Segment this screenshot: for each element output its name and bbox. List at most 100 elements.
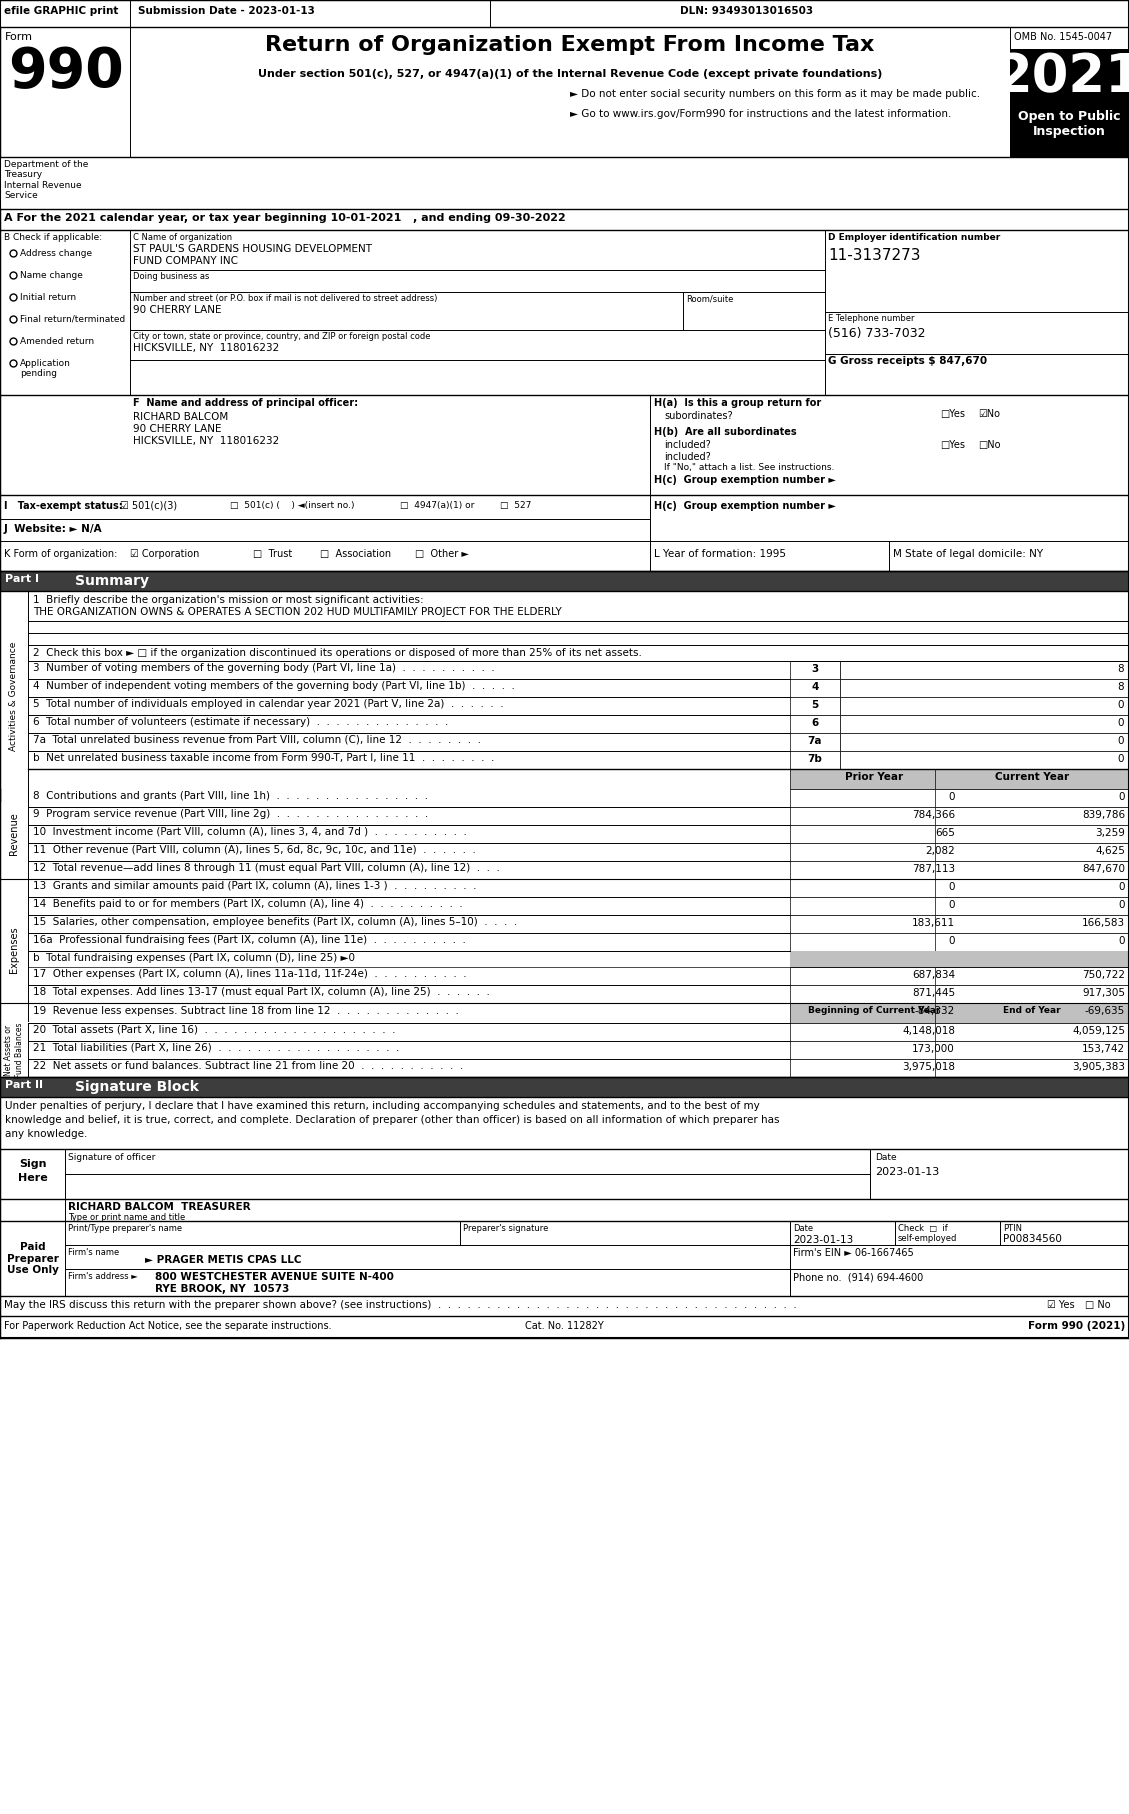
Text: ST PAUL'S GARDENS HOUSING DEVELOPMENT: ST PAUL'S GARDENS HOUSING DEVELOPMENT — [133, 245, 371, 254]
Text: ☑ Corporation: ☑ Corporation — [130, 550, 200, 559]
Text: 17  Other expenses (Part IX, column (A), lines 11a-11d, 11f-24e)  .  .  .  .  . : 17 Other expenses (Part IX, column (A), … — [33, 969, 466, 980]
Text: 7a: 7a — [807, 736, 822, 746]
Bar — [935, 880, 1129, 896]
Bar — [0, 789, 28, 880]
Text: 0: 0 — [948, 936, 955, 945]
Text: □  501(c) (    ) ◄(insert no.): □ 501(c) ( ) ◄(insert no.) — [230, 501, 355, 510]
Text: Under section 501(c), 527, or 4947(a)(1) of the Internal Revenue Code (except pr: Under section 501(c), 527, or 4947(a)(1)… — [257, 69, 882, 80]
Text: 12  Total revenue—add lines 8 through 11 (must equal Part VIII, column (A), line: 12 Total revenue—add lines 8 through 11 … — [33, 863, 500, 873]
Text: 4,148,018: 4,148,018 — [902, 1027, 955, 1036]
Text: 5  Total number of individuals employed in calendar year 2021 (Part V, line 2a) : 5 Total number of individuals employed i… — [33, 698, 504, 709]
Text: DLN: 93493013016503: DLN: 93493013016503 — [680, 5, 813, 16]
Bar — [935, 862, 1129, 880]
Bar — [0, 1221, 65, 1295]
Text: 784,366: 784,366 — [912, 811, 955, 820]
Text: 7a  Total unrelated business revenue from Part VIII, column (C), line 12  .  .  : 7a Total unrelated business revenue from… — [33, 735, 481, 746]
Bar — [790, 914, 959, 932]
Text: A For the 2021 calendar year, or tax year beginning 10-01-2021   , and ending 09: A For the 2021 calendar year, or tax yea… — [5, 212, 566, 223]
Text: 0: 0 — [1118, 718, 1124, 727]
Text: THE ORGANIZATION OWNS & OPERATES A SECTION 202 HUD MULTIFAMILY PROJECT FOR THE E: THE ORGANIZATION OWNS & OPERATES A SECTI… — [33, 608, 562, 617]
Text: P00834560: P00834560 — [1003, 1234, 1062, 1244]
Text: RICHARD BALCOM  TREASURER: RICHARD BALCOM TREASURER — [68, 1203, 251, 1212]
Text: Check  □  if: Check □ if — [898, 1224, 947, 1234]
Text: M State of legal domicile: NY: M State of legal domicile: NY — [893, 550, 1043, 559]
Bar — [935, 932, 1129, 951]
Text: Date: Date — [793, 1224, 813, 1234]
Text: Application
pending: Application pending — [20, 359, 71, 379]
Bar — [840, 697, 1129, 715]
Text: 8: 8 — [1118, 664, 1124, 675]
Text: 21  Total liabilities (Part X, line 26)  .  .  .  .  .  .  .  .  .  .  .  .  .  : 21 Total liabilities (Part X, line 26) .… — [33, 1043, 400, 1052]
Text: 0: 0 — [948, 882, 955, 892]
Text: 14  Benefits paid to or for members (Part IX, column (A), line 4)  .  .  .  .  .: 14 Benefits paid to or for members (Part… — [33, 900, 463, 909]
Text: 2021: 2021 — [996, 51, 1129, 103]
Text: 183,611: 183,611 — [912, 918, 955, 929]
Text: For Paperwork Reduction Act Notice, see the separate instructions.: For Paperwork Reduction Act Notice, see … — [5, 1321, 332, 1331]
Text: Firm's address ►: Firm's address ► — [68, 1272, 138, 1281]
Text: Paid
Preparer
Use Only: Paid Preparer Use Only — [7, 1243, 59, 1275]
Bar — [935, 1023, 1129, 1041]
Bar — [790, 985, 959, 1003]
Bar — [840, 733, 1129, 751]
Text: □No: □No — [978, 441, 1000, 450]
Text: Cat. No. 11282Y: Cat. No. 11282Y — [525, 1321, 603, 1331]
Bar — [790, 844, 959, 862]
Bar — [790, 1059, 959, 1078]
Bar — [840, 751, 1129, 769]
Text: 2,082: 2,082 — [926, 845, 955, 856]
Text: Address change: Address change — [20, 249, 93, 258]
Text: 90 CHERRY LANE: 90 CHERRY LANE — [133, 424, 221, 434]
Text: 15  Salaries, other compensation, employee benefits (Part IX, column (A), lines : 15 Salaries, other compensation, employe… — [33, 918, 517, 927]
Text: 0: 0 — [948, 793, 955, 802]
Bar — [790, 807, 959, 825]
Text: -69,635: -69,635 — [1085, 1007, 1124, 1016]
Text: 9  Program service revenue (Part VIII, line 2g)  .  .  .  .  .  .  .  .  .  .  .: 9 Program service revenue (Part VIII, li… — [33, 809, 428, 818]
Text: 0: 0 — [1118, 755, 1124, 764]
Text: 917,305: 917,305 — [1082, 989, 1124, 998]
Bar — [1010, 49, 1129, 107]
Text: □  Other ►: □ Other ► — [415, 550, 469, 559]
Bar — [935, 967, 1129, 985]
Text: 847,670: 847,670 — [1082, 863, 1124, 874]
Bar — [0, 209, 1129, 230]
Text: 0: 0 — [1119, 900, 1124, 911]
Text: 800 WESTCHESTER AVENUE SUITE N-400: 800 WESTCHESTER AVENUE SUITE N-400 — [155, 1272, 394, 1282]
Bar — [790, 932, 959, 951]
Text: Final return/terminated: Final return/terminated — [20, 316, 125, 325]
Bar — [935, 1059, 1129, 1078]
Text: 4  Number of independent voting members of the governing body (Part VI, line 1b): 4 Number of independent voting members o… — [33, 680, 515, 691]
Text: Doing business as: Doing business as — [133, 272, 209, 281]
Text: Signature Block: Signature Block — [75, 1079, 199, 1094]
Text: Net Assets or
Fund Balances: Net Assets or Fund Balances — [5, 1023, 24, 1078]
Text: K Form of organization:: K Form of organization: — [5, 550, 117, 559]
Text: 4,059,125: 4,059,125 — [1073, 1027, 1124, 1036]
Text: 3,259: 3,259 — [1095, 827, 1124, 838]
Bar — [935, 914, 1129, 932]
Text: 3: 3 — [812, 664, 819, 675]
Text: ► PRAGER METIS CPAS LLC: ► PRAGER METIS CPAS LLC — [145, 1255, 301, 1264]
Text: Form: Form — [5, 33, 33, 42]
Text: 871,445: 871,445 — [912, 989, 955, 998]
Bar — [0, 571, 1129, 591]
Text: self-employed: self-employed — [898, 1234, 957, 1243]
Bar — [935, 807, 1129, 825]
Bar — [0, 158, 130, 209]
Text: knowledge and belief, it is true, correct, and complete. Declaration of preparer: knowledge and belief, it is true, correc… — [5, 1116, 779, 1125]
Text: 4: 4 — [812, 682, 819, 691]
Bar — [1010, 107, 1129, 158]
Text: 3  Number of voting members of the governing body (Part VI, line 1a)  .  .  .  .: 3 Number of voting members of the govern… — [33, 662, 495, 673]
Text: Firm's EIN ► 06-1667465: Firm's EIN ► 06-1667465 — [793, 1248, 913, 1257]
Text: included?: included? — [664, 452, 711, 463]
Bar — [935, 825, 1129, 844]
Text: F  Name and address of principal officer:: F Name and address of principal officer: — [133, 397, 358, 408]
Text: Amended return: Amended return — [20, 337, 94, 346]
Bar — [0, 0, 1129, 1339]
Bar — [0, 27, 1129, 158]
Text: efile GRAPHIC print: efile GRAPHIC print — [5, 5, 119, 16]
Bar — [0, 1295, 1129, 1315]
Text: FUND COMPANY INC: FUND COMPANY INC — [133, 256, 238, 267]
Text: 839,786: 839,786 — [1082, 811, 1124, 820]
Bar — [0, 1148, 65, 1199]
Text: ☑ 501(c)(3): ☑ 501(c)(3) — [120, 501, 177, 512]
Text: Activities & Governance: Activities & Governance — [9, 642, 18, 751]
